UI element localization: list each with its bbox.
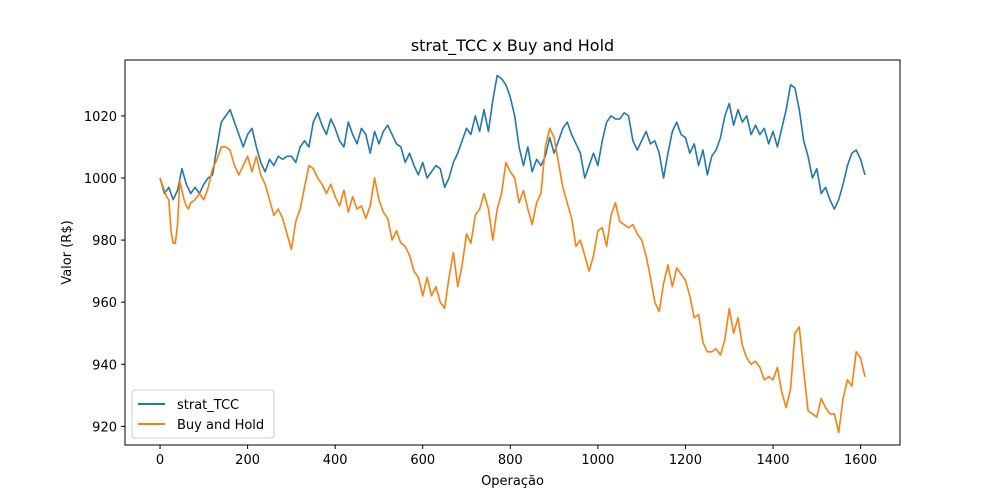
series-line-buy-and-hold — [159, 127, 866, 434]
y-tick-label: 1020 — [84, 110, 117, 125]
x-tick-label: 600 — [410, 453, 435, 468]
x-axis-ticks: 0 200 400 600 800 1000 1200 1400 1600 — [156, 445, 877, 468]
x-tick-label: 400 — [323, 453, 348, 468]
plot-area — [125, 60, 900, 445]
x-tick-label: 800 — [498, 453, 523, 468]
legend-label-strat-tcc: strat_TCC — [177, 398, 239, 413]
y-tick-label: 920 — [92, 420, 117, 435]
series-layer — [159, 74, 866, 434]
y-axis-ticks: 920 940 960 980 1000 1020 — [84, 110, 125, 435]
legend: strat_TCC Buy and Hold — [131, 389, 275, 439]
legend-box — [131, 389, 275, 439]
x-tick-label: 0 — [156, 453, 164, 468]
x-tick-label: 200 — [235, 453, 260, 468]
y-axis-label: Valor (R$) — [60, 220, 75, 284]
y-tick-label: 940 — [92, 358, 117, 373]
y-tick-label: 1000 — [84, 172, 117, 187]
x-tick-label: 1200 — [669, 453, 702, 468]
x-tick-label: 1000 — [581, 453, 614, 468]
plot-frame — [124, 59, 901, 446]
x-axis-label: Operação — [481, 474, 544, 489]
chart-title: strat_TCC x Buy and Hold — [411, 36, 614, 56]
y-tick-label: 980 — [92, 234, 117, 249]
y-tick-label: 960 — [92, 296, 117, 311]
legend-label-buy-and-hold: Buy and Hold — [177, 418, 264, 433]
x-tick-label: 1400 — [756, 453, 789, 468]
series-line-strat-tcc — [159, 74, 866, 210]
x-tick-label: 1600 — [844, 453, 877, 468]
